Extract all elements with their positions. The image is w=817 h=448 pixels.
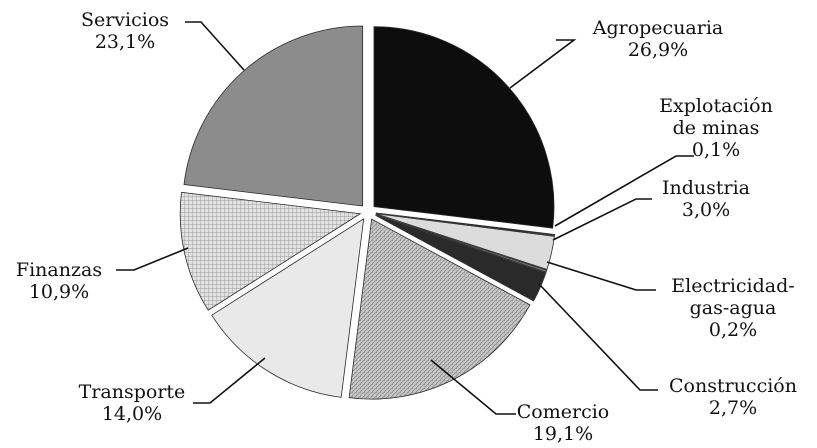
leader-line	[185, 21, 245, 71]
slice-label: Construcción 2,7%	[669, 375, 797, 419]
pie-slice-agropecuaria	[373, 26, 555, 229]
slice-label: Electricidad-gas-agua 0,2%	[671, 275, 794, 341]
slice-value: 10,9%	[29, 281, 89, 303]
slice-label: Finanzas 10,9%	[16, 259, 102, 303]
pie-slice-servicios	[183, 25, 364, 207]
leader-line	[538, 283, 658, 391]
pie-slices	[179, 25, 556, 400]
pie-slice-explotación-de-minas	[375, 212, 556, 236]
slice-value: 0,2%	[709, 319, 757, 341]
slice-name: gas-agua	[690, 297, 777, 319]
slice-name: de minas	[673, 117, 760, 139]
slice-name: Construcción	[669, 375, 797, 397]
slice-name: Finanzas	[16, 259, 102, 281]
leader-line	[546, 261, 656, 291]
slice-value: 14,0%	[102, 403, 162, 425]
pie-slice-construcción	[375, 214, 547, 302]
slice-value: 0,1%	[692, 139, 740, 161]
slice-name: Explotación	[659, 95, 773, 117]
slice-value: 19,1%	[533, 423, 593, 445]
leader-line	[554, 155, 694, 227]
slice-name: Agropecuaria	[592, 17, 724, 39]
slice-label: Transporte 14,0%	[79, 381, 186, 425]
slice-labels: Agropecuaria 26,9% Explotación de minas 0,1%…	[16, 9, 797, 445]
slice-name: Servicios	[81, 9, 169, 31]
leader-line	[509, 39, 577, 89]
slice-name: Comercio	[517, 401, 609, 423]
pie-slice-transporte	[211, 217, 365, 398]
slice-name: Electricidad-	[671, 275, 794, 297]
slice-label: Comercio 19,1%	[517, 401, 609, 445]
slice-label: Servicios 23,1%	[81, 9, 169, 53]
slice-value: 2,7%	[709, 397, 757, 419]
slice-value: 26,9%	[628, 39, 688, 61]
leader-lines	[116, 21, 694, 415]
slice-label: Agropecuaria 26,9%	[592, 17, 724, 61]
leader-line	[193, 357, 266, 404]
leader-line	[552, 198, 652, 241]
pie-slice-industria	[375, 213, 555, 270]
leader-line	[430, 359, 516, 415]
slice-value: 23,1%	[95, 31, 155, 53]
slice-name: Industria	[662, 177, 750, 199]
leader-line	[116, 247, 189, 271]
slice-label: Explotación de minas 0,1%	[659, 95, 773, 161]
pie-slice-electricidad-gas-agua	[375, 214, 548, 273]
slice-label: Industria 3,0%	[662, 177, 750, 221]
slice-value: 3,0%	[682, 199, 730, 221]
pie-slice-finanzas	[179, 191, 362, 311]
slice-name: Transporte	[79, 381, 186, 403]
